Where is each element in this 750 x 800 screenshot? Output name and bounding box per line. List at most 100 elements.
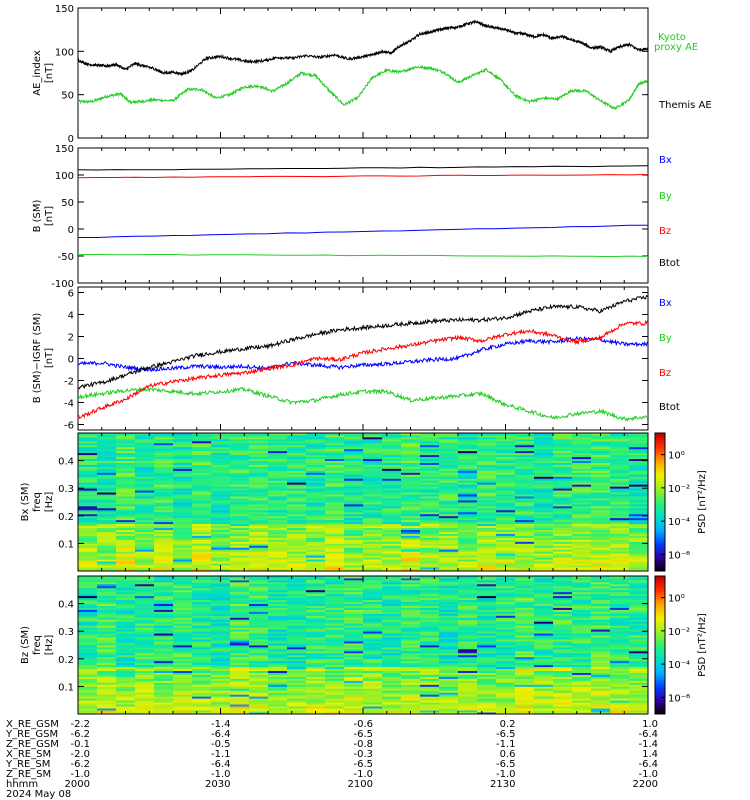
spectrogram-cell (211, 648, 231, 652)
spectrogram-cell (629, 511, 649, 515)
spectrogram-cell (344, 595, 364, 599)
spectrogram-cell (610, 645, 630, 648)
spectrogram-cell (439, 507, 459, 511)
spectrogram-cell (135, 664, 155, 668)
spectrogram-cell (629, 609, 649, 612)
spectrogram-cell (629, 444, 649, 448)
spectrogram-cell (230, 482, 250, 485)
spectrogram-cell (363, 583, 383, 587)
colorbar-segment (655, 679, 665, 683)
spectrogram-cell (344, 646, 364, 650)
spectrogram-cell (458, 660, 478, 664)
spectrogram-cell (325, 710, 345, 713)
spectrogram-cell (458, 531, 478, 534)
colorbar-tick-label: 10⁻² (668, 627, 690, 638)
spectrogram-cell (534, 676, 554, 679)
spectrogram-cell (116, 690, 136, 693)
spectrogram-cell (78, 446, 98, 450)
spectrogram-cell (629, 519, 649, 523)
spectrogram-cell (249, 648, 269, 652)
spectrogram-cell (515, 452, 535, 456)
spectrogram-cell (401, 458, 421, 461)
spectrogram-cell (458, 583, 478, 587)
spectrogram-cell (173, 615, 193, 618)
spectrogram-cell (344, 617, 364, 620)
spectrogram-cell (192, 494, 212, 497)
spectrogram-cell (192, 601, 212, 604)
spectrogram-cell (230, 605, 250, 608)
spectrogram-cell (287, 639, 307, 642)
spectrogram-cell (382, 525, 402, 529)
spectrogram-cell (230, 545, 250, 548)
spectrogram-cell (382, 569, 402, 572)
colorbar-segment (655, 624, 665, 628)
spectrogram-cell (78, 537, 98, 540)
spectrogram-cell (78, 502, 98, 505)
spectrogram-cell (401, 670, 421, 673)
spectrogram-cell (116, 589, 136, 593)
spectrogram-cell (154, 583, 174, 587)
spectrogram-cell (610, 700, 630, 703)
spectrogram-cell (420, 627, 440, 630)
spectrogram-cell (154, 531, 174, 534)
spectrogram-cell (591, 444, 611, 448)
spectrogram-cell (287, 623, 307, 626)
spectrogram-cell (325, 631, 345, 634)
spectrogram-cell (534, 433, 554, 436)
spectrogram-cell (268, 706, 288, 709)
spectrogram-cell (553, 690, 573, 693)
spectrogram-cell (268, 589, 288, 593)
spectrogram-cell (306, 450, 326, 454)
spectrogram-cell (287, 694, 307, 697)
spectrogram-cell (401, 621, 421, 624)
colorbar-tick-label: 10⁻⁶ (668, 693, 690, 704)
spectrogram-cell (325, 589, 345, 593)
spectrogram-cell (629, 635, 649, 638)
spectrogram-cell (306, 460, 326, 463)
spectrogram-cell (306, 708, 326, 711)
colorbar-segment (655, 548, 665, 551)
spectrogram-cell (344, 521, 364, 525)
spectrogram-cell (192, 448, 212, 452)
colorbar-tick-label: 10⁻⁶ (668, 550, 690, 561)
spectrogram-cell (78, 635, 98, 638)
spectrogram-cell (420, 474, 440, 477)
spectrogram-cell (173, 464, 193, 467)
spectrogram-cell (534, 708, 554, 711)
spectrogram-cell (116, 708, 136, 711)
spectrogram-cell (458, 565, 478, 568)
y-tick-label: -50 (58, 252, 74, 263)
spectrogram-cell (439, 617, 459, 620)
spectrogram-cell (211, 609, 231, 612)
spectrogram-cell (97, 513, 117, 517)
spectrogram-cell (591, 613, 611, 616)
spectrogram-cell (591, 484, 611, 487)
spectrogram-cell (572, 436, 592, 440)
spectrogram-cell (211, 563, 231, 566)
spectrogram-cell (78, 609, 98, 612)
spectrogram-cell (325, 668, 345, 672)
spectrogram-cell (97, 589, 117, 593)
spectrogram-cell (325, 569, 345, 572)
spectrogram-cell (515, 490, 535, 493)
spectrogram-cell (458, 712, 478, 715)
spectrogram-cell (610, 591, 630, 595)
spectrogram-cell (515, 577, 535, 581)
spectrogram-cell (78, 531, 98, 534)
spectrogram-cell (458, 527, 478, 530)
spectrogram-cell (268, 492, 288, 495)
spectrogram-cell (553, 547, 573, 550)
spectrogram-cell (610, 652, 630, 656)
spectrogram-cell (629, 555, 649, 558)
spectrogram-cell (154, 670, 174, 673)
spectrogram-cell (97, 595, 117, 599)
spectrogram-cell (154, 462, 174, 465)
spectrogram-cell (382, 500, 402, 503)
spectrogram-cell (192, 593, 212, 597)
spectrogram-cell (192, 617, 212, 620)
spectrogram-cell (382, 631, 402, 634)
spectrogram-cell (496, 478, 516, 481)
colorbar-segment (655, 458, 665, 462)
spectrogram-cell (553, 585, 573, 589)
